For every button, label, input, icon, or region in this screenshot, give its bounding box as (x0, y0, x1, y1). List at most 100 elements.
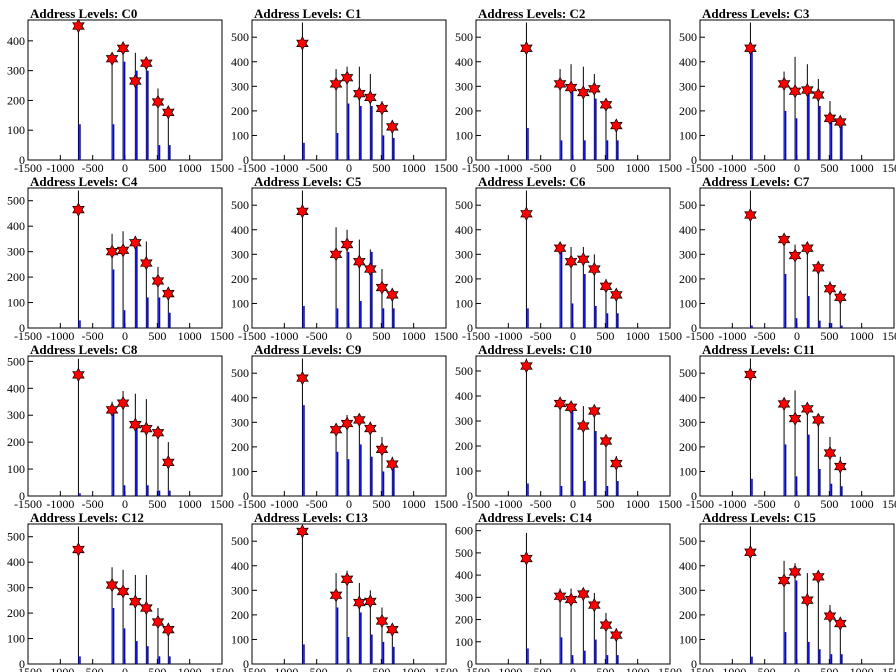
x-tick-label: -1500 (462, 329, 490, 343)
x-tick-label: -1000 (494, 161, 522, 175)
x-tick-label: -500 (754, 497, 776, 511)
x-tick-label: 1000 (178, 329, 202, 343)
plot-frame (699, 355, 895, 497)
x-tick-label: 500 (148, 665, 166, 672)
x-tick-label: -1500 (686, 329, 714, 343)
panel-title: Address Levels: C4 (30, 174, 138, 189)
plot-frame (27, 187, 223, 329)
x-tick-label: -500 (530, 161, 552, 175)
y-tick-label: 300 (455, 590, 473, 604)
y-tick-label: 200 (455, 613, 473, 627)
x-tick-label: 1500 (658, 497, 682, 511)
y-tick-label: 400 (231, 55, 249, 69)
x-tick-label: 0 (794, 161, 800, 175)
x-tick-label: 0 (570, 329, 576, 343)
star-marker (151, 614, 165, 630)
y-tick-label: 200 (7, 606, 25, 620)
x-tick-label: -500 (530, 665, 552, 672)
star-marker (129, 235, 142, 250)
y-tick-label: 100 (455, 464, 473, 478)
panel-12: Address Levels: C12 0 100 200 300 400 500 -1500… (7, 510, 234, 672)
star-marker (834, 290, 847, 305)
y-tick-label: 400 (7, 34, 25, 48)
x-tick-label: -1000 (46, 161, 74, 175)
x-tick-label: 500 (820, 665, 838, 672)
x-tick-label: 1000 (850, 497, 874, 511)
y-tick-label: 100 (231, 128, 249, 142)
star-marker (151, 425, 165, 440)
x-tick-label: -1500 (238, 161, 266, 175)
star-marker (777, 76, 791, 92)
y-tick-label: 200 (455, 104, 473, 118)
star-marker (610, 287, 623, 303)
star-marker (577, 586, 590, 602)
panel-title: Address Levels: C8 (30, 342, 138, 357)
x-tick-label: 0 (794, 497, 800, 511)
x-tick-label: -1500 (238, 329, 266, 343)
y-tick-label: 200 (679, 104, 697, 118)
x-tick-label: 1000 (626, 497, 650, 511)
y-tick-label: 100 (679, 128, 697, 142)
y-tick-label: 400 (455, 55, 473, 69)
star-marker (116, 41, 130, 56)
x-tick-label: -500 (530, 329, 552, 343)
x-tick-label: 500 (372, 161, 390, 175)
star-marker (777, 396, 791, 412)
star-marker (744, 544, 757, 560)
x-tick-label: -500 (82, 497, 104, 511)
star-marker (296, 204, 309, 219)
star-marker (340, 572, 354, 587)
y-tick-label: 200 (7, 270, 25, 284)
y-tick-label: 500 (455, 364, 473, 378)
x-tick-label: 1000 (850, 665, 874, 672)
panel-title: Address Levels: C2 (478, 6, 585, 21)
y-tick-label: 500 (7, 530, 25, 544)
panel-title: Address Levels: C10 (478, 342, 592, 357)
x-tick-label: 1500 (882, 497, 896, 511)
y-tick-label: 0 (243, 153, 249, 167)
x-tick-label: -500 (306, 665, 328, 672)
y-tick-label: 500 (455, 30, 473, 44)
y-tick-label: 400 (679, 223, 697, 237)
panel-title: Address Levels: C11 (702, 342, 815, 357)
star-marker (599, 617, 613, 633)
star-marker (364, 261, 377, 277)
star-marker (72, 367, 85, 383)
y-tick-label: 300 (679, 583, 697, 597)
x-tick-label: 0 (122, 329, 128, 343)
x-tick-label: -500 (82, 329, 104, 343)
star-marker (599, 278, 613, 294)
x-tick-label: 0 (122, 161, 128, 175)
y-tick-label: 300 (231, 415, 249, 429)
y-tick-label: 100 (7, 123, 25, 137)
star-marker (129, 417, 142, 432)
panel-title: Address Levels: C9 (254, 342, 362, 357)
x-tick-label: 500 (148, 161, 166, 175)
star-marker (353, 412, 366, 428)
panel-14: Address Levels: C14 0 100 200 300 400 500 600 -1… (455, 510, 682, 672)
y-tick-label: 500 (455, 546, 473, 560)
y-tick-label: 400 (679, 55, 697, 69)
star-marker (801, 401, 814, 417)
x-tick-label: 1500 (882, 329, 896, 343)
star-marker (329, 76, 343, 92)
x-tick-label: 500 (372, 497, 390, 511)
y-tick-label: 0 (691, 489, 697, 503)
x-tick-label: -1000 (494, 497, 522, 511)
y-tick-label: 300 (7, 64, 25, 78)
x-tick-label: 1500 (658, 665, 682, 672)
y-tick-label: 400 (7, 555, 25, 569)
star-marker (129, 73, 142, 89)
panel-title: Address Levels: C6 (478, 174, 586, 189)
y-tick-label: 300 (455, 79, 473, 93)
star-marker (386, 622, 399, 637)
x-tick-label: 500 (148, 497, 166, 511)
star-marker (140, 600, 153, 616)
panel-title: Address Levels: C15 (702, 510, 816, 525)
x-tick-label: 0 (794, 665, 800, 672)
star-marker (599, 433, 613, 449)
y-tick-label: 500 (679, 534, 697, 548)
x-tick-label: -1000 (718, 665, 746, 672)
y-tick-label: 100 (455, 128, 473, 142)
